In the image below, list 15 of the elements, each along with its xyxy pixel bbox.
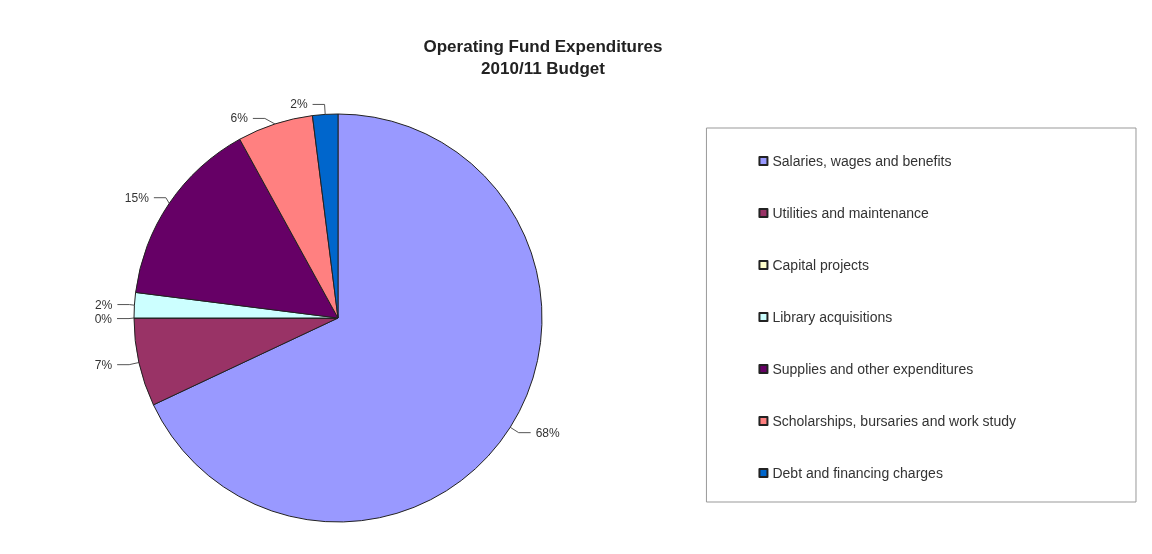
legend-label: Debt and financing charges xyxy=(772,465,943,481)
legend-label: Library acquisitions xyxy=(772,309,893,325)
data-label: 6% xyxy=(230,111,249,126)
legend-label: Utilities and maintenance xyxy=(772,205,930,221)
text: 0% xyxy=(94,311,112,326)
data-label: 7% xyxy=(94,357,113,372)
data-label: 15% xyxy=(124,190,150,205)
data-label: 2% xyxy=(95,297,113,312)
legend-label: Capital projects xyxy=(772,257,869,273)
chart-title: Operating Fund Expenditures 2010/11 Budget xyxy=(423,36,663,78)
data-label: 68% xyxy=(535,425,561,440)
data-label: 2% xyxy=(290,97,308,112)
legend-label: Supplies and other expenditures xyxy=(772,361,974,377)
legend-label: Scholarships, bursaries and work study xyxy=(772,413,1016,429)
legend-label: Salaries, wages and benefits xyxy=(772,153,952,169)
